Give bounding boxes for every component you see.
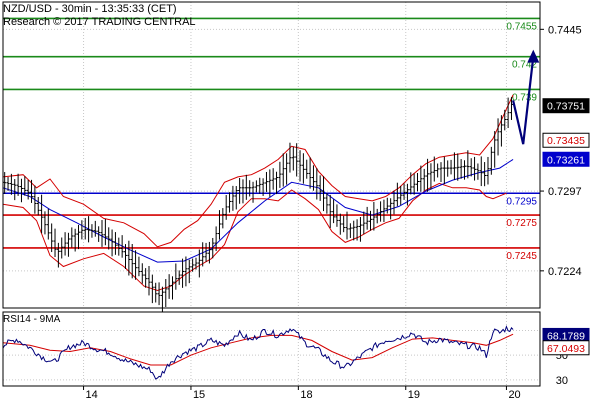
grid [3, 2, 540, 386]
level-label-1: 0.742 [512, 60, 537, 71]
level-lines: 0.7455 0.742 0.739 0.7295 0.7275 0.7245 [3, 17, 540, 262]
rsi-line [2, 325, 514, 380]
x-tick-label-0: 14 [86, 389, 98, 400]
upper-band-value-text: 0.73435 [547, 135, 585, 147]
price-pane-frame [2, 1, 541, 309]
price-tick-label-0: 0.7445 [548, 24, 582, 36]
moving-average-line [2, 158, 514, 263]
rsi-pane-frame [2, 311, 541, 387]
rsi-ma-line [2, 333, 514, 366]
price-tick-label-2: 0.7224 [548, 266, 582, 278]
level-label-3: 0.7295 [506, 196, 537, 207]
price-series [2, 49, 540, 312]
bollinger-lower-band [2, 182, 507, 292]
forecast-arrow-line [512, 56, 535, 145]
rsi-label: RSI14 - 9MA [3, 314, 61, 325]
x-tick-label-1: 15 [193, 389, 205, 400]
x-tick-label-4: 20 [508, 389, 520, 400]
rsi-current-value-text: 68.1789 [547, 330, 585, 342]
rsi-ma-current-value-text: 67.0493 [547, 343, 585, 355]
lower-band-value-text: 0.73261 [547, 154, 585, 166]
current-price-text: 0.73751 [547, 101, 585, 113]
chart-frame [2, 1, 541, 387]
level-label-0: 0.7455 [506, 21, 537, 32]
rsi-ma-current-value-box [542, 340, 590, 356]
rsi-tick-label-1: 30 [556, 375, 568, 387]
level-label-5: 0.7245 [506, 251, 537, 262]
rsi-series [2, 325, 514, 380]
upper-band-value-box [542, 132, 590, 148]
forecast-arrow-head [527, 49, 540, 63]
chart-title: NZD/USD - 30min - 13:35:33 (CET) [3, 3, 177, 15]
level-label-4: 0.7275 [506, 218, 537, 229]
level-label-2: 0.739 [512, 92, 537, 103]
current-price-box [542, 98, 590, 114]
price-tick-label-1: 0.7297 [548, 186, 582, 198]
x-tick-label-3: 19 [408, 389, 420, 400]
bollinger-upper-band [2, 94, 514, 248]
lower-band-value-box [542, 151, 590, 167]
x-tick-label-2: 18 [300, 389, 312, 400]
chart-subtitle: Research © 2017 TRADING CENTRAL [3, 16, 196, 28]
